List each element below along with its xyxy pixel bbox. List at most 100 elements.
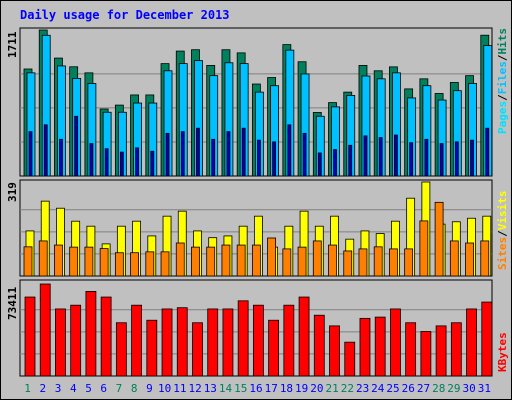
x-tick-label: 8 [131, 382, 138, 395]
visits-legend: Sites/Visits [496, 191, 509, 271]
pages-bar [165, 132, 170, 177]
pages-bar [394, 134, 398, 177]
pages-bar [150, 150, 155, 177]
kbytes-bar [70, 304, 82, 377]
svg-text:KBytes: KBytes [496, 332, 509, 372]
kbytes-bar [435, 325, 447, 377]
sites-bar [69, 246, 79, 277]
sites-bar [419, 220, 429, 277]
pages-bar [119, 151, 124, 177]
pages-bar [74, 115, 79, 177]
x-tick-label: 11 [173, 382, 186, 395]
sites-bar [404, 248, 414, 277]
sites-bar [282, 248, 292, 277]
kbytes-ymax-label: 73411 [6, 287, 19, 320]
sites-bar [54, 244, 63, 277]
kbytes-bar [481, 301, 493, 377]
sites-bar [160, 251, 170, 277]
sites-bar [191, 246, 200, 277]
pages-bar [272, 141, 277, 177]
x-tick-label: 28 [432, 382, 445, 395]
hits-ymax-label: 1711 [6, 31, 19, 58]
pages-bar [439, 143, 444, 177]
x-tick-label: 10 [158, 382, 171, 395]
legend-sep: / [496, 230, 509, 237]
sites-bar [373, 246, 383, 277]
kbytes-bar [329, 325, 340, 377]
kbytes-bar [207, 308, 219, 377]
x-tick-label: 31 [478, 382, 491, 395]
kbytes-bar [283, 304, 295, 377]
x-tick-label: 22 [341, 382, 354, 395]
x-tick-label: 15 [234, 382, 247, 395]
pages-bar [196, 127, 200, 177]
sites-bar [328, 244, 337, 277]
x-tick-label: 14 [219, 382, 233, 395]
legend-pages: Pages [496, 101, 509, 134]
pages-bar [363, 135, 368, 177]
pages-bar [211, 138, 216, 177]
kbytes-bar [131, 304, 142, 377]
kbytes-legend: KBytes [496, 332, 509, 372]
svg-text:Sites/Visits: Sites/Visits [496, 191, 509, 271]
legend-files: Files [496, 61, 509, 94]
chart-title: Daily usage for December 2013 [20, 8, 230, 22]
kbytes-bar [192, 322, 203, 377]
legend-sep: / [496, 54, 509, 61]
sites-bar [175, 242, 185, 277]
x-tick-label: 16 [249, 382, 262, 395]
kbytes-bar [85, 291, 97, 377]
x-tick-label: 2 [40, 382, 47, 395]
sites-bar [23, 246, 33, 277]
kbytes-bar [344, 341, 356, 377]
x-tick-label: 19 [295, 382, 308, 395]
kbytes-bar [146, 319, 158, 377]
sites-bar [343, 250, 353, 277]
legend-visits: Visits [496, 191, 509, 231]
x-tick-label: 29 [447, 382, 460, 395]
pages-bar [333, 149, 337, 177]
pages-bar [241, 127, 246, 177]
pages-bar [180, 131, 185, 177]
pages-bar [89, 143, 94, 177]
pages-bar [28, 131, 33, 177]
kbytes-bar [24, 296, 36, 377]
kbytes-bar [222, 308, 234, 377]
x-tick-label: 23 [356, 382, 369, 395]
sites-bar [114, 252, 124, 277]
x-tick-label: 3 [55, 382, 62, 395]
sites-bar [130, 252, 139, 277]
kbytes-bar [55, 308, 66, 377]
pages-bar [256, 139, 261, 177]
sites-bar [449, 240, 459, 277]
legend-kbytes: KBytes [496, 332, 509, 372]
kbytes-bar [176, 307, 188, 377]
x-tick-label: 21 [326, 382, 339, 395]
kbytes-bar [161, 308, 173, 377]
kbytes-bar [450, 322, 462, 377]
kbytes-bar [115, 322, 127, 377]
x-tick-label: 17 [265, 382, 278, 395]
pages-bar [485, 127, 490, 177]
x-tick-label: 1 [24, 382, 31, 395]
x-tick-label: 12 [188, 382, 201, 395]
x-tick-label: 20 [310, 382, 323, 395]
pages-bar [104, 148, 109, 177]
pages-bar [348, 144, 353, 177]
pages-bar [135, 147, 139, 177]
sites-bar [206, 246, 216, 277]
kbytes-bar [313, 314, 325, 377]
sites-bar [434, 201, 444, 277]
pages-bar [454, 141, 459, 177]
sites-bar [480, 240, 490, 277]
sites-bar [99, 248, 109, 277]
x-tick-label: 9 [146, 382, 153, 395]
x-tick-label: 18 [280, 382, 293, 395]
x-tick-label: 27 [417, 382, 430, 395]
legend-sites: Sites [496, 237, 509, 270]
kbytes-bar [420, 331, 432, 377]
x-tick-label: 13 [204, 382, 217, 395]
pages-bar [378, 137, 383, 177]
kbytes-bar [390, 308, 401, 377]
